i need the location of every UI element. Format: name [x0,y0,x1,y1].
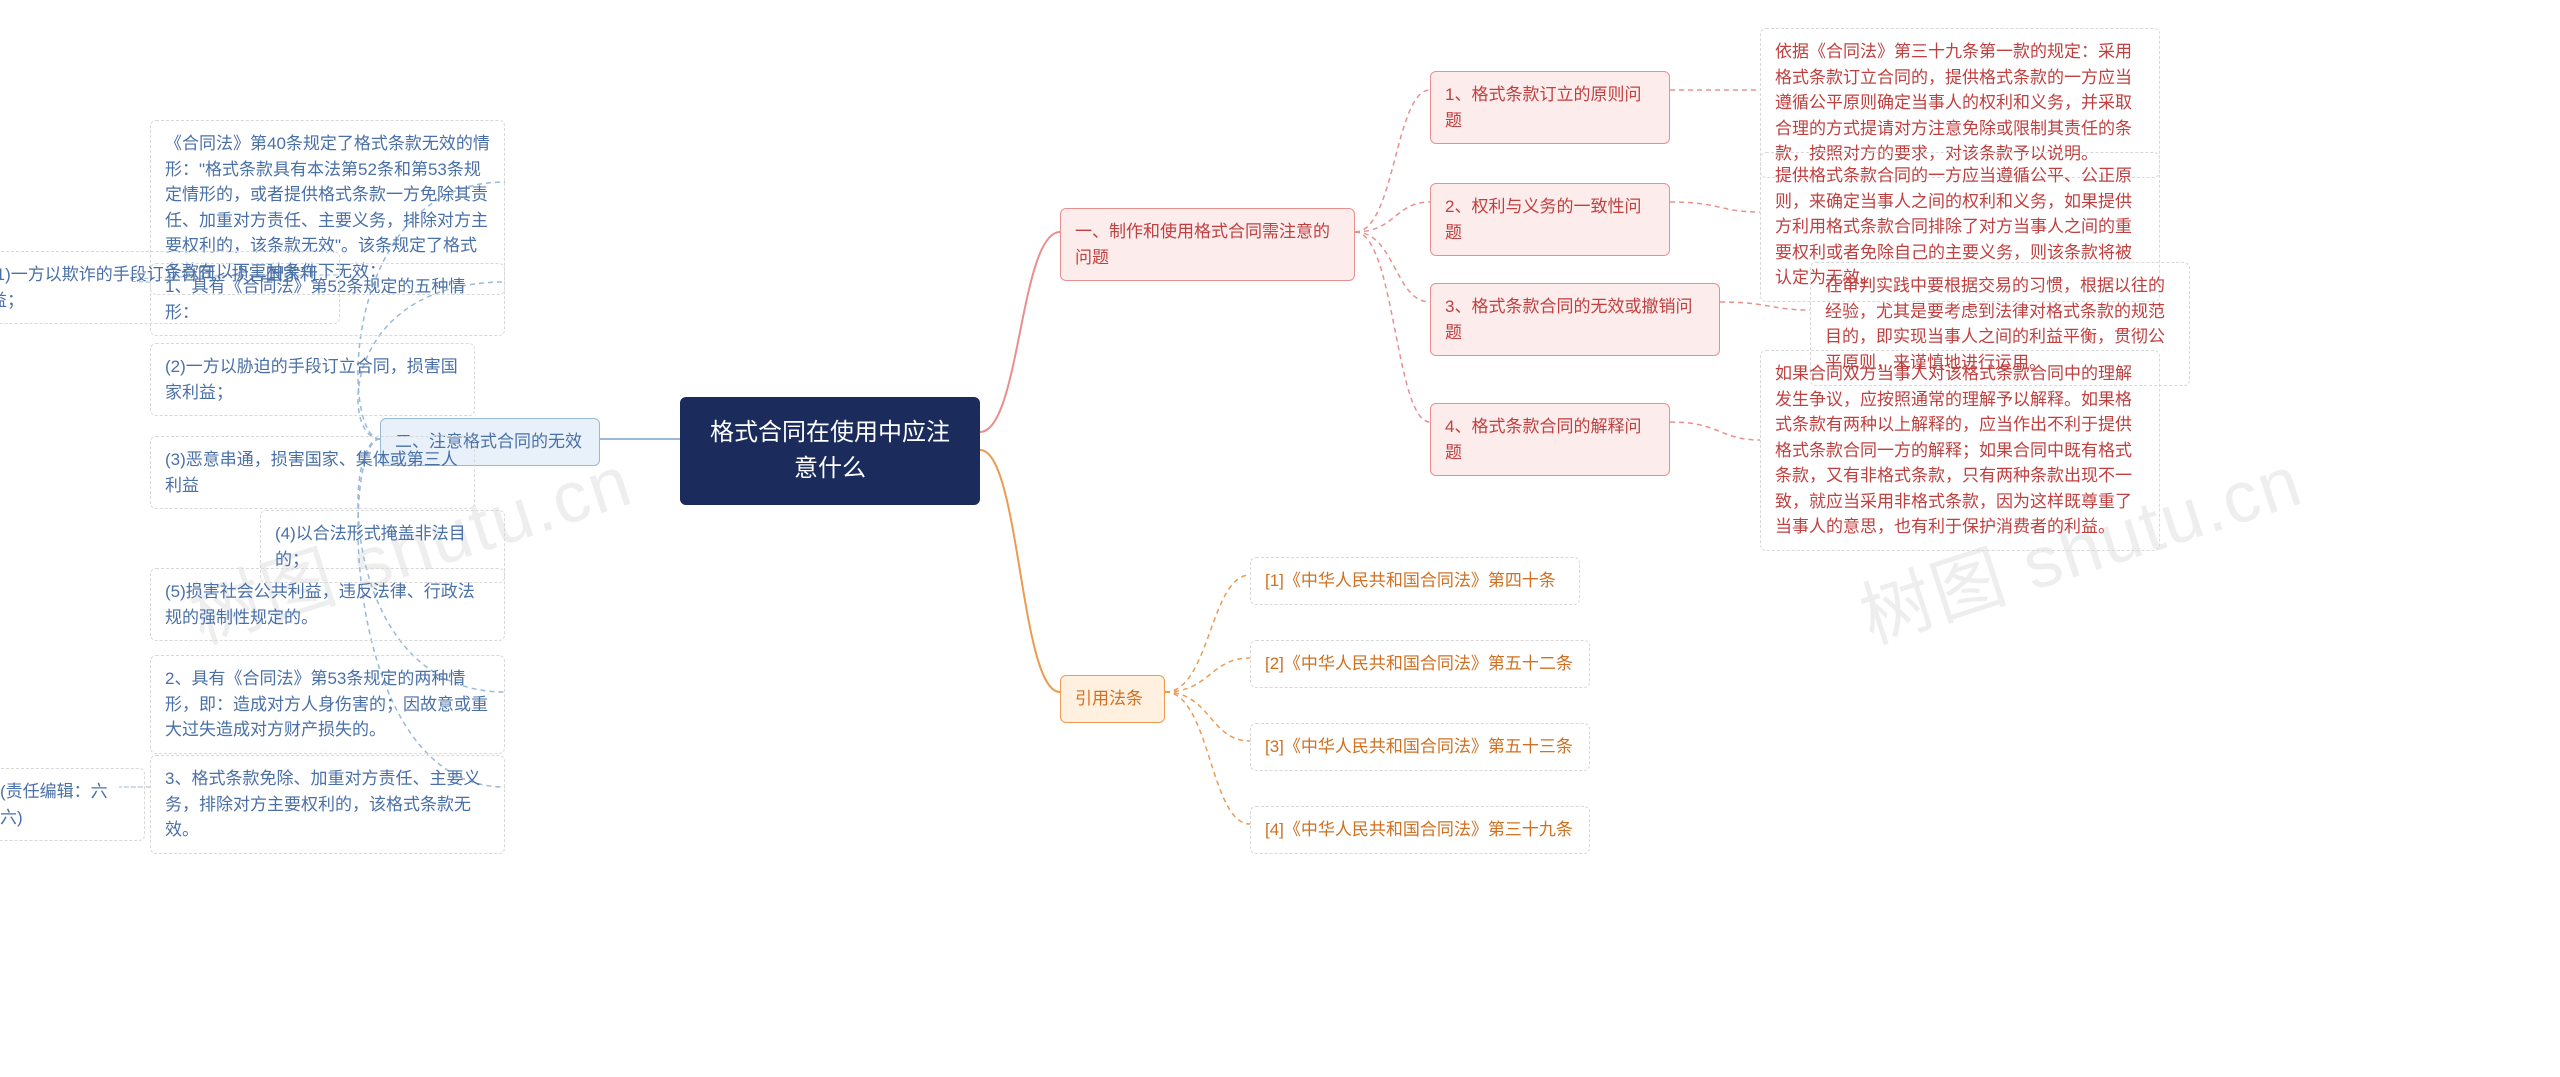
branch-section-1: 一、制作和使用格式合同需注意的问题 [1060,208,1355,281]
cite-3: [3]《中华人民共和国合同法》第五十三条 [1250,723,1590,771]
node-s2c2: 2、具有《合同法》第53条规定的两种情形，即：造成对方人身伤害的；因故意或重大过… [150,655,505,754]
node-s2c1c: (3)恶意串通，损害国家、集体或第三人利益 [150,436,475,509]
branch-cite: 引用法条 [1060,675,1165,723]
detail-s1c4: 如果合同双方当事人对该格式条款合同中的理解发生争议，应按照通常的理解予以解释。如… [1760,350,2160,551]
node-s2c3: 3、格式条款免除、加重对方责任、主要义务，排除对方主要权利的，该格式条款无效。 [150,755,505,854]
node-s1c1: 1、格式条款订立的原则问题 [1430,71,1670,144]
node-s1c2: 2、权利与义务的一致性问题 [1430,183,1670,256]
node-s1c3: 3、格式条款合同的无效或撤销问题 [1430,283,1720,356]
mindmap-root: 格式合同在使用中应注意什么 [680,397,980,505]
cite-1: [1]《中华人民共和国合同法》第四十条 [1250,557,1580,605]
node-s2c3a: (责任编辑：六六) [0,768,145,841]
node-s2c1e: (5)损害社会公共利益，违反法律、行政法规的强制性规定的。 [150,568,505,641]
node-s1c4: 4、格式条款合同的解释问题 [1430,403,1670,476]
cite-4: [4]《中华人民共和国合同法》第三十九条 [1250,806,1590,854]
cite-2: [2]《中华人民共和国合同法》第五十二条 [1250,640,1590,688]
node-s2c1b: (2)一方以胁迫的手段订立合同，损害国家利益； [150,343,475,416]
node-s2c1a: (1)一方以欺诈的手段订立合同，损害国家利益； [0,251,340,324]
